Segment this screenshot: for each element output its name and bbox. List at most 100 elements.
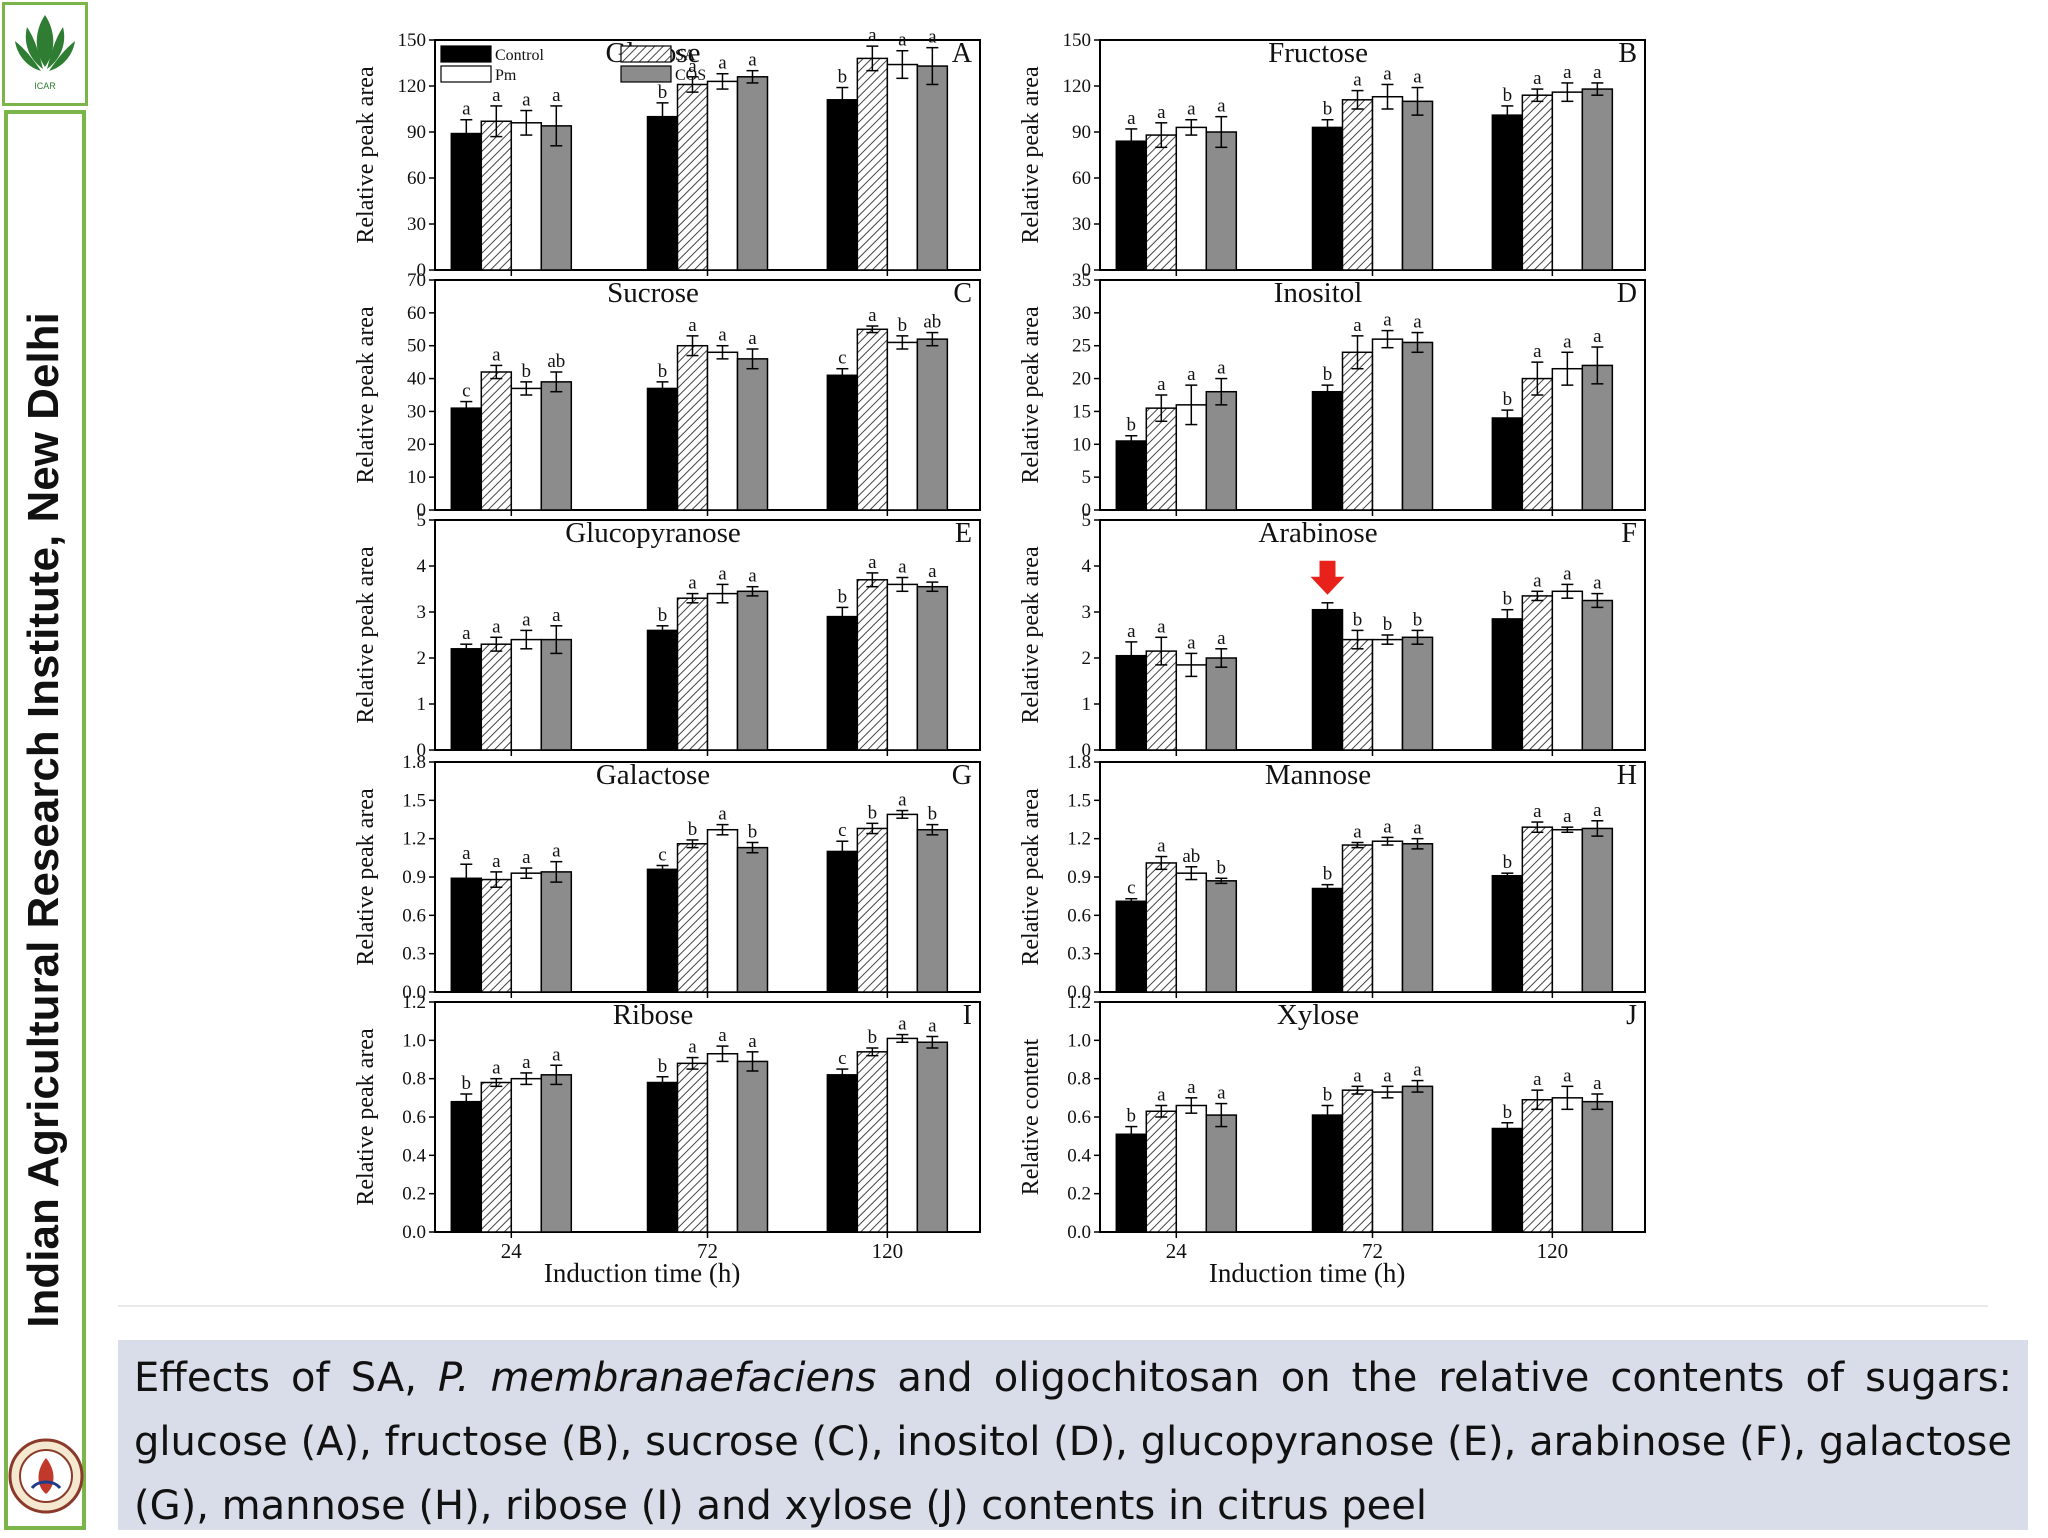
panel-h-ytick-label: 0.6 [1067, 905, 1091, 926]
panel-h-bar-cos [1401, 843, 1434, 993]
panel-c-ytick-label: 0 [417, 500, 427, 521]
panel-c-ylabel: Relative peak area [353, 306, 379, 484]
panel-i-sig-label: a [898, 1014, 907, 1035]
caption-species: P. membranaefaciens [438, 1355, 877, 1401]
panel-h-letter: H [1617, 760, 1637, 791]
panel-c-title: Sucrose [607, 277, 699, 309]
panel-g-sig-label: a [898, 790, 907, 811]
panel-d-ytick-label: 5 [1082, 467, 1092, 488]
panel-b-ytick-label: 0 [1082, 260, 1092, 281]
panel-d-bar-control [1115, 440, 1148, 511]
panel-e-bar-cos [540, 638, 573, 751]
panel-b-ytick-label: 150 [1063, 30, 1092, 51]
panel-e-bar-control [646, 629, 679, 751]
panel-a-sig-label: b [838, 67, 848, 88]
panel-j-sig-label: a [1217, 1083, 1226, 1104]
panel-c-bar-sa [856, 328, 889, 511]
panel-f-ytick-label: 1 [1082, 694, 1092, 715]
panel-f-sig-label: b [1503, 589, 1513, 610]
panel-f-bar-pm [1551, 590, 1584, 751]
panel-e-sig-label: a [898, 557, 907, 578]
panel-i-ytick-label: 0.0 [402, 1222, 426, 1243]
panel-j-ylabel: Relative content [1018, 1038, 1044, 1195]
panel-i-letter: I [963, 1000, 972, 1031]
panel-i-ylabel: Relative peak area [353, 1028, 379, 1206]
panel-i-sig-label: b [462, 1073, 472, 1094]
panel-j-sig-label: a [1593, 1073, 1602, 1094]
panel-b-sig-label: b [1503, 85, 1513, 106]
panel-j-sig-label: a [1383, 1065, 1392, 1086]
panel-c-ytick-label: 10 [407, 467, 426, 488]
panel-a-bar-pm [510, 122, 543, 271]
panel-a-bar-cos [916, 65, 949, 271]
panel-f-bar-control [1115, 654, 1148, 751]
panel-i-ytick-label: 1.0 [402, 1030, 426, 1051]
panel-a-sig-label: a [868, 25, 877, 46]
panel-d-sig-label: b [1127, 415, 1137, 436]
panel-a-bar-cos [736, 76, 769, 271]
panel-i-bar-cos [540, 1074, 573, 1233]
panel-a-bar-pm [886, 63, 919, 271]
panel-h-bar-control [1491, 874, 1524, 993]
panel-j-sig-label: a [1187, 1077, 1196, 1098]
panel-e-ytick-label: 4 [417, 556, 427, 577]
panel-f-ytick-label: 5 [1082, 510, 1092, 531]
panel-c-bar-sa [676, 344, 709, 511]
legend-swatch-sa [620, 45, 672, 63]
panel-g-ytick-label: 0.3 [402, 944, 426, 965]
panel-i-bar-pm [886, 1037, 919, 1233]
panel-a-sig-label: a [552, 85, 561, 106]
caption-prefix: Effects of SA, [134, 1355, 439, 1401]
panel-g-ytick-label: 1.5 [402, 790, 426, 811]
panel-i-bar-control [646, 1081, 679, 1233]
panel-f-title: Arabinose [1258, 517, 1377, 549]
panel-a-bar-sa [676, 83, 709, 271]
panel-h-bar-sa [1521, 826, 1554, 993]
panel-i-title: Ribose [613, 999, 694, 1031]
panel-e-letter: E [955, 518, 972, 549]
panel-b-sig-label: a [1127, 108, 1136, 129]
panel-a-bar-control [450, 132, 483, 271]
panel-j-sig-label: b [1503, 1102, 1513, 1123]
panel-i-sig-label: a [522, 1052, 531, 1073]
legend-label-sa: SA [675, 47, 696, 64]
panel-a-sig-label: a [748, 50, 757, 71]
panel-h-sig-label: ab [1182, 846, 1200, 867]
panel-e-ylabel: Relative peak area [353, 546, 379, 724]
panel-j-ytick-label: 0.8 [1067, 1069, 1091, 1090]
panel-g-ytick-label: 0.0 [402, 982, 426, 1003]
panel-e-sig-label: a [492, 616, 501, 637]
panel-j-bar-control [1311, 1114, 1344, 1233]
panel-j-sig-label: a [1353, 1065, 1362, 1086]
panel-i-sig-label: c [838, 1048, 846, 1069]
panel-i-bar-control [826, 1074, 859, 1233]
panel-h-sig-label: b [1503, 852, 1513, 873]
divider [118, 1305, 1988, 1307]
panel-e-sig-label: b [658, 605, 668, 626]
panel-d-ylabel: Relative peak area [1018, 306, 1044, 484]
panel-d-bar-sa [1341, 351, 1374, 511]
panel-g-ylabel: Relative peak area [353, 788, 379, 966]
panel-f-sig-label: a [1157, 616, 1166, 637]
panel-b-bar-sa [1521, 94, 1554, 271]
panel-b-ytick-label: 30 [1072, 214, 1091, 235]
legend-swatch-pm [440, 65, 492, 83]
panel-g-bar-control [450, 877, 483, 993]
legend-label-cos: COS [675, 67, 706, 84]
panel-d-sig-label: a [1187, 364, 1196, 385]
panel-g-bar-sa [676, 843, 709, 993]
panel-d-ytick-label: 35 [1072, 270, 1091, 291]
panel-d-bar-cos [1401, 341, 1434, 511]
panel-c-sig-label: ab [547, 351, 565, 372]
panel-g-bar-cos [540, 871, 573, 993]
panel-d-title: Inositol [1274, 277, 1363, 309]
panel-f-bar-cos [1205, 657, 1238, 751]
panel-a-bar-pm [706, 80, 739, 271]
panel-a-bar-control [826, 99, 859, 271]
panel-h-sig-label: a [1157, 836, 1166, 857]
panel-f-ytick-label: 3 [1082, 602, 1092, 623]
panel-d-bar-pm [1551, 367, 1584, 511]
panel-e-bar-cos [916, 585, 949, 751]
panel-h-bar-cos [1581, 827, 1614, 993]
panel-j-bar-control [1491, 1127, 1524, 1233]
